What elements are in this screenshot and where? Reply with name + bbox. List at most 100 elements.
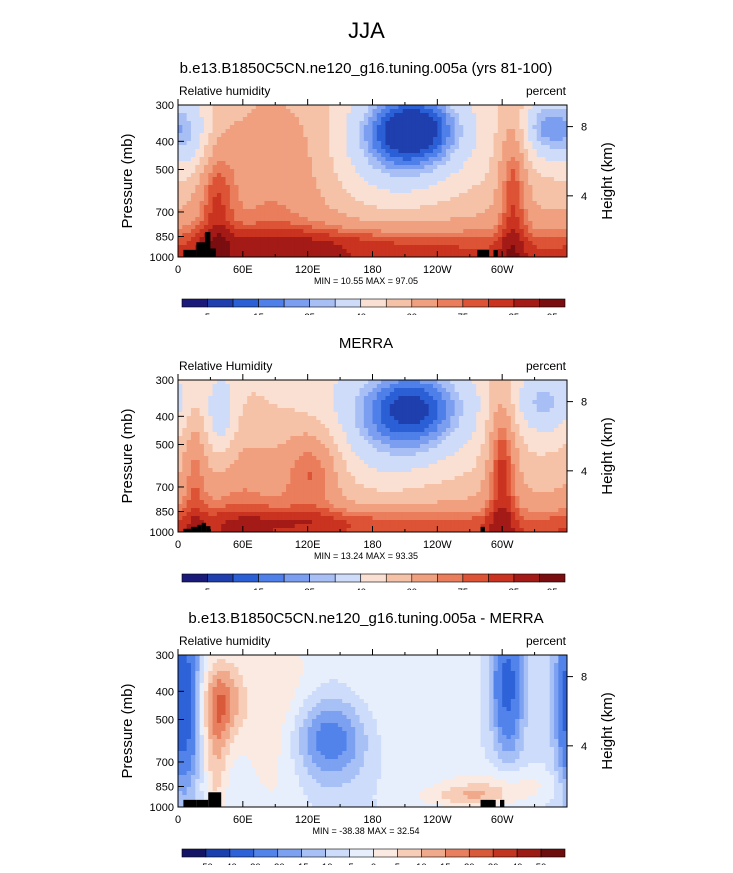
field-cell [519, 113, 525, 118]
field-cell [359, 249, 365, 254]
field-cell [433, 141, 438, 146]
field-cell [484, 201, 490, 206]
field-cell [324, 245, 330, 250]
field-cell [260, 181, 265, 186]
field-cell [497, 157, 503, 162]
field-cell [441, 161, 447, 166]
panel-merra: MERRA Relative Humidity percent 0 60E 120E 180… [0, 330, 733, 598]
field-cell [536, 416, 542, 421]
field-cell [424, 225, 430, 230]
field-cell [229, 253, 235, 258]
field-cell [234, 145, 239, 150]
field-cell [307, 428, 313, 433]
field-cell [178, 380, 183, 385]
field-cell [264, 424, 270, 429]
field-cell [424, 217, 430, 222]
field-cell [376, 157, 382, 162]
field-cell [506, 177, 512, 182]
field-cell [445, 189, 451, 194]
field-cell [528, 117, 533, 122]
field-cell [216, 428, 222, 433]
field-cell [264, 241, 270, 246]
field-cell [342, 404, 347, 409]
field-cell [558, 125, 564, 130]
field-cell [541, 245, 546, 250]
field-cell [549, 141, 555, 146]
field-cell [545, 400, 551, 405]
field-cell [307, 205, 313, 210]
field-cell [411, 125, 417, 130]
field-cell [394, 153, 399, 158]
field-cell [311, 440, 317, 445]
field-cell [277, 169, 283, 174]
field-cell [532, 241, 538, 246]
field-cell [389, 105, 395, 110]
field-cell [402, 420, 408, 425]
field-cell [407, 105, 412, 110]
field-cell [350, 404, 356, 409]
field-cell [467, 412, 473, 417]
field-cell [255, 233, 261, 238]
field-cell [324, 428, 330, 433]
field-cell [229, 432, 235, 437]
field-cell [415, 241, 421, 246]
field-cell [515, 133, 520, 138]
field-cell [510, 424, 516, 429]
field-cell [463, 137, 468, 142]
field-cell [229, 121, 235, 126]
field-cell [385, 197, 391, 202]
field-cell [234, 197, 239, 202]
field-cell [562, 225, 568, 230]
field-cell [242, 197, 248, 202]
field-cell [437, 245, 443, 250]
field-cell [510, 420, 516, 425]
field-cell [402, 197, 408, 202]
field-cell [190, 109, 196, 114]
field-cell [229, 444, 235, 449]
field-cell [320, 233, 326, 238]
field-cell [195, 161, 201, 166]
field-cell [273, 197, 278, 202]
field-cell [277, 157, 283, 162]
field-cell [433, 225, 438, 230]
field-cell [333, 161, 339, 166]
field-cell [221, 165, 226, 170]
field-cell [329, 217, 334, 222]
field-cell [216, 249, 222, 254]
field-cell [182, 408, 188, 413]
field-cell [402, 408, 408, 413]
field-cell [541, 416, 546, 421]
field-cell [225, 209, 231, 214]
field-cell [178, 165, 183, 170]
field-cell [454, 181, 460, 186]
field-cell [489, 165, 494, 170]
field-cell [203, 396, 209, 401]
field-cell [199, 428, 205, 433]
field-cell [424, 432, 430, 437]
field-cell [199, 392, 205, 397]
field-cell [467, 133, 473, 138]
field-cell [428, 129, 434, 134]
field-cell [398, 109, 404, 114]
field-cell [454, 121, 460, 126]
field-cell [476, 201, 481, 206]
field-cell [510, 133, 516, 138]
field-cell [515, 205, 520, 210]
field-cell [420, 400, 425, 405]
field-cell [182, 428, 188, 433]
field-cell [342, 229, 347, 234]
field-cell [489, 141, 494, 146]
field-cell [329, 189, 334, 194]
field-cell [199, 225, 205, 230]
field-cell [411, 181, 417, 186]
field-cell [234, 436, 239, 441]
field-cell [316, 177, 322, 182]
field-cell [420, 141, 425, 146]
field-cell [437, 424, 443, 429]
field-cell [363, 145, 369, 150]
field-cell [363, 173, 369, 178]
field-cell [493, 113, 499, 118]
field-cell [182, 392, 188, 397]
field-cell [532, 205, 538, 210]
field-cell [484, 221, 490, 226]
